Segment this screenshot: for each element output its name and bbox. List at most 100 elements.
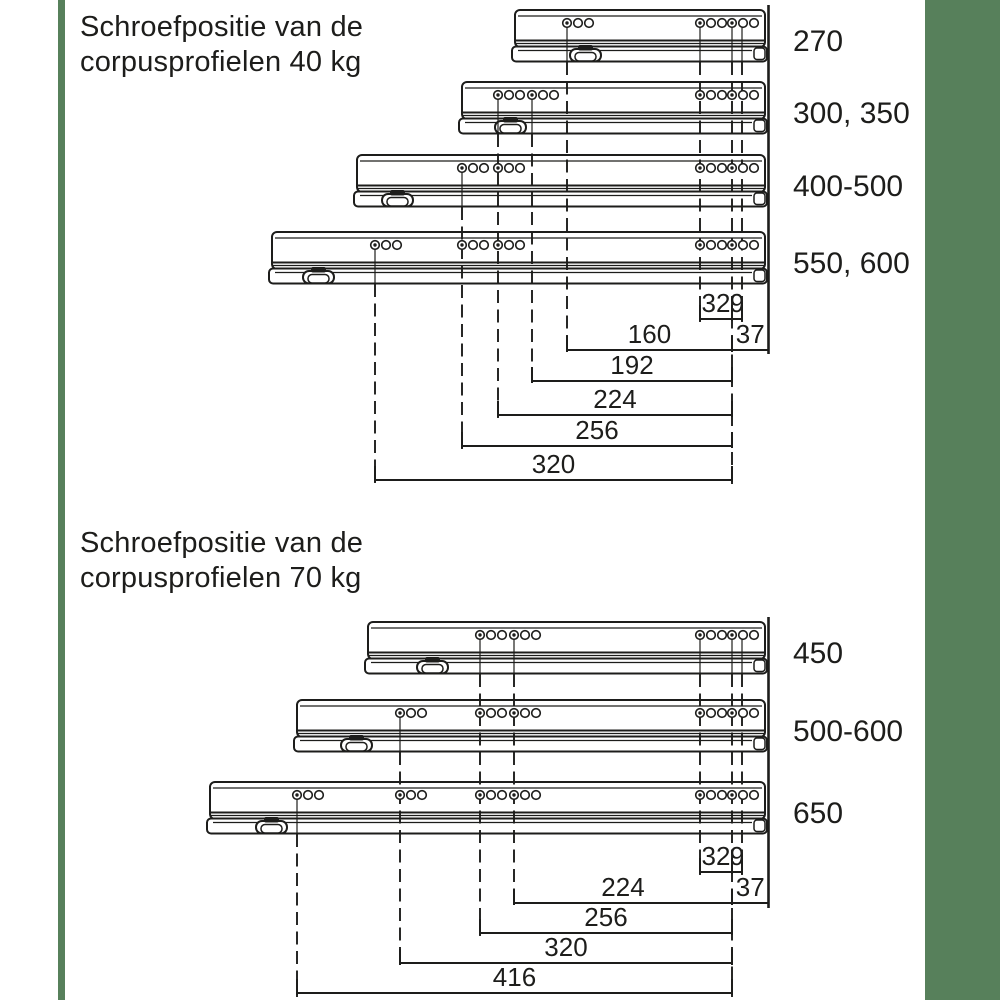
screw-hole [748,89,760,101]
rail-length-label: 400-500 [793,170,903,203]
drawer-rail [293,699,768,753]
dimension-label: 32 [702,288,731,318]
dimension-label: 256 [575,415,618,445]
screw-hole-center-dot [496,93,500,97]
screw-hole-center-dot [373,243,377,247]
screw-hole [716,162,728,174]
screw-hole-center-dot [496,166,500,170]
screw-hole [519,789,531,801]
screw-hole-group [369,239,403,251]
rail-length-label: 550, 600 [793,247,910,280]
rail-length-label: 450 [793,637,843,670]
dimension: 37 [731,872,770,905]
screw-hole [514,89,526,101]
release-latch [381,190,414,208]
dimension-label: 416 [493,962,536,992]
screw-hole [467,162,479,174]
screw-hole-center-dot [698,793,702,797]
screw-hole-group [726,789,760,801]
page-edge-band [925,0,1000,1000]
dimension-label: 320 [532,449,575,479]
dimension-label: 160 [628,319,671,349]
dimension-label: 192 [610,350,653,380]
screw-hole [748,707,760,719]
screw-hole [503,162,515,174]
drawer-rail [353,154,768,208]
release-latch [302,267,335,285]
screw-hole [705,162,717,174]
screw-hole [705,17,717,29]
screw-hole [530,629,542,641]
screw-hole [496,629,508,641]
screw-hole-center-dot [698,93,702,97]
screw-hole [405,789,417,801]
screw-hole [748,162,760,174]
screw-hole [530,707,542,719]
screw-hole-center-dot [295,793,299,797]
drawer-rail [206,781,768,835]
screw-hole [391,239,403,251]
screw-hole [302,789,314,801]
dimension-label: 320 [544,932,587,962]
dimension: 256 [479,902,733,935]
screw-hole-group [474,707,508,719]
screw-hole-center-dot [398,711,402,715]
screw-hole [514,239,526,251]
screw-hole [537,89,549,101]
dimension: 9 [730,288,744,321]
screw-hole [716,89,728,101]
rail-length-label: 650 [793,797,843,830]
screw-hole [416,789,428,801]
dimension: 224 [513,872,733,905]
dimension-label: 32 [702,841,731,871]
screw-hole-group [474,789,508,801]
dimension-label: 37 [736,319,765,349]
dimension: 32 [699,288,733,321]
release-latch [494,117,527,135]
screw-hole [485,707,497,719]
dimension-label: 9 [730,288,744,318]
title-line: Schroefpositie van de [80,527,364,559]
screw-hole-center-dot [565,21,569,25]
screw-hole-center-dot [398,793,402,797]
dimension-label: 256 [584,902,627,932]
screw-hole-center-dot [698,633,702,637]
screw-hole-center-dot [478,793,482,797]
page-edge-rule [58,0,65,1000]
dimension: 320 [374,449,733,482]
rail-length-label: 500-600 [793,715,903,748]
screw-hole [748,789,760,801]
screw-hole-center-dot [730,633,734,637]
screw-hole-center-dot [478,711,482,715]
screw-hole-group [726,162,760,174]
screw-hole [503,89,515,101]
dimension: 9 [730,841,744,874]
screw-hole-group [492,239,526,251]
section-title-70kg: Schroefpositie van de corpusprofielen 70… [80,526,363,596]
screw-hole-group [561,17,595,29]
screw-hole [716,629,728,641]
screw-hole-center-dot [730,711,734,715]
screw-hole-group [694,17,728,29]
screw-hole-group [694,89,728,101]
title-line: corpusprofielen 70 kg [80,562,362,594]
dimension: 256 [461,415,733,448]
screw-hole-center-dot [730,93,734,97]
screw-hole [519,629,531,641]
screw-hole-group [456,239,490,251]
dimension: 32 [699,841,733,874]
screw-hole [737,239,749,251]
dimension-label: 9 [730,841,744,871]
screw-hole-center-dot [730,243,734,247]
screw-hole [548,89,560,101]
rail-end-hook [753,47,766,61]
screw-hole-group [726,629,760,641]
screw-hole [496,789,508,801]
screw-hole [514,162,526,174]
screw-hole-center-dot [478,633,482,637]
screw-hole [572,17,584,29]
screw-hole [705,629,717,641]
release-latch [416,657,449,675]
